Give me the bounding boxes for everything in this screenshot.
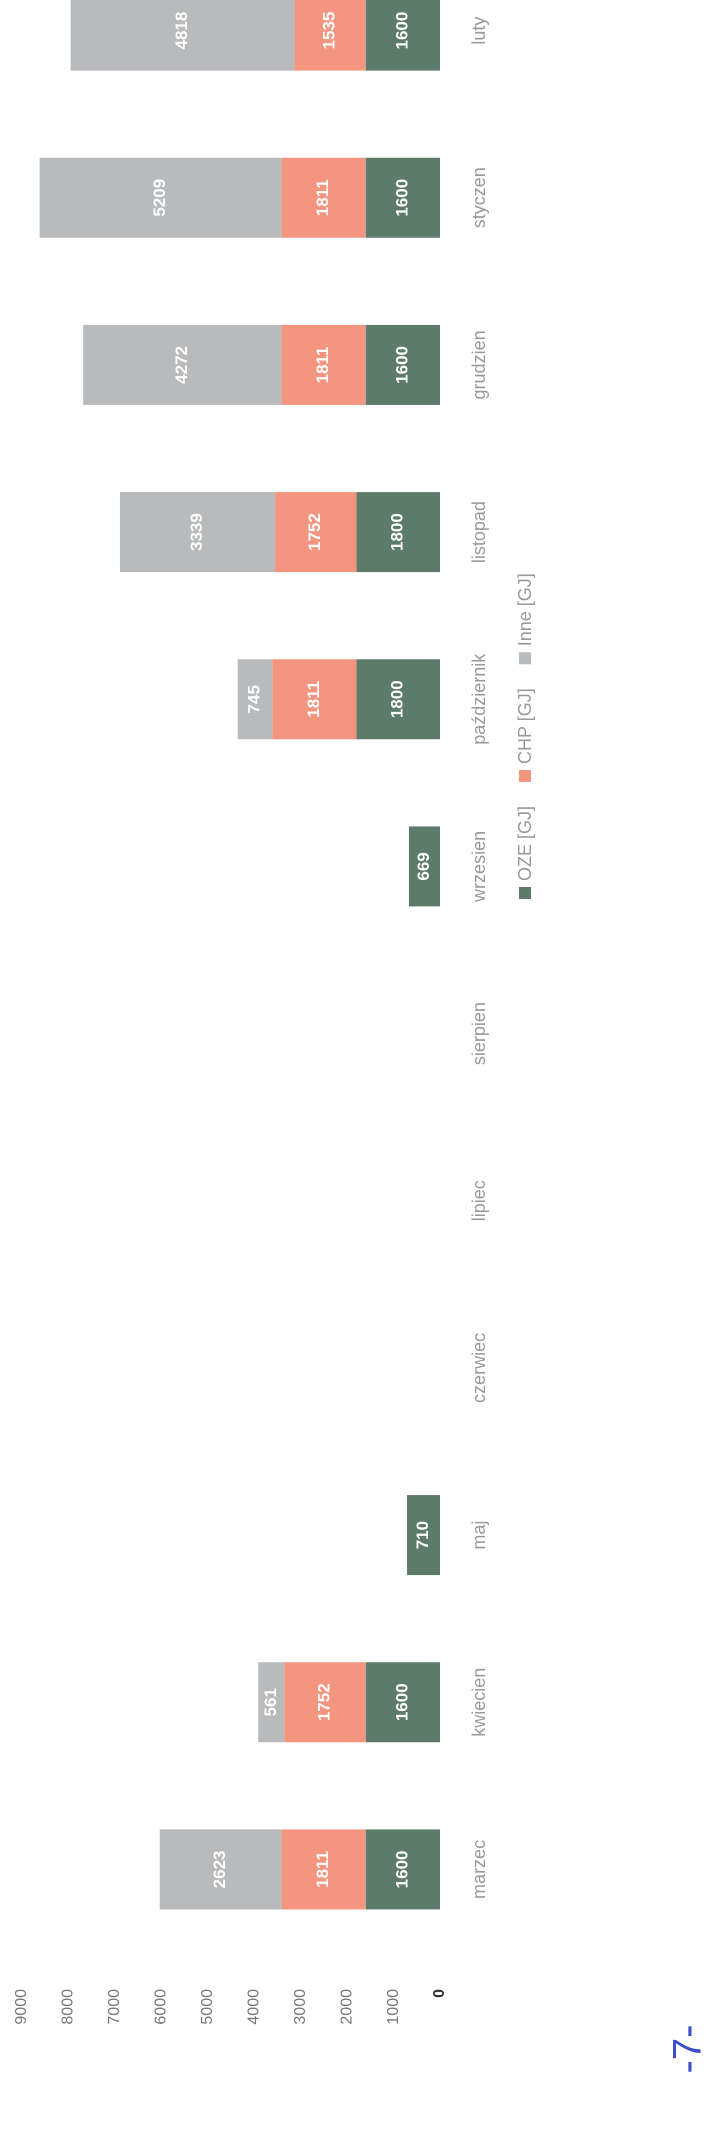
legend-label: Inne [GJ] <box>515 573 535 646</box>
value-label: 1600 <box>392 179 411 217</box>
bar-segment <box>119 492 276 573</box>
x-tick-label: sierpien <box>469 1002 489 1065</box>
bar-segment <box>159 1829 282 1910</box>
bar-segment <box>70 0 295 71</box>
bar-segment <box>281 157 366 238</box>
value-label: 1811 <box>304 681 323 718</box>
y-tick-label: 2000 <box>338 1989 355 2025</box>
bar-segment <box>365 157 441 238</box>
value-label: 3339 <box>187 513 206 551</box>
legend-swatch <box>519 769 531 782</box>
value-label: 1811 <box>313 1851 332 1888</box>
bar-segment <box>258 1662 285 1743</box>
bar-segment <box>83 324 282 405</box>
y-tick-label: 6000 <box>153 1989 170 2025</box>
bar-segment <box>407 1495 440 1576</box>
value-label: 561 <box>261 1688 280 1716</box>
value-label: 4818 <box>172 12 191 50</box>
value-label: 2623 <box>210 1851 229 1889</box>
bar-segment <box>281 324 366 405</box>
x-tick-label: luty <box>469 17 489 45</box>
bar-segment <box>356 659 440 740</box>
legend-swatch <box>519 652 531 665</box>
x-tick-label: czerwiec <box>469 1333 489 1403</box>
value-label: 710 <box>413 1521 432 1549</box>
value-label: 1752 <box>305 513 324 551</box>
value-label: 1752 <box>314 1683 333 1721</box>
y-tick-label: 3000 <box>292 1989 309 2025</box>
bar-segment <box>275 492 357 573</box>
bar-segment <box>237 659 273 740</box>
x-tick-label: październik <box>469 653 489 745</box>
value-label: 1600 <box>392 1851 411 1889</box>
y-tick-label: 7000 <box>106 1989 123 2025</box>
x-tick-label: marzec <box>469 1840 489 1899</box>
y-tick-label: 4000 <box>245 1989 262 2025</box>
bar-segment <box>272 659 357 740</box>
x-tick-label: lipiec <box>469 1180 489 1221</box>
y-tick-label: 0 <box>431 1989 448 1998</box>
value-label: 5209 <box>150 179 169 217</box>
value-label: 1811 <box>313 346 332 383</box>
x-tick-label: grudzien <box>469 330 489 399</box>
y-tick-label: 8000 <box>60 1989 77 2025</box>
bar-segment <box>294 0 366 71</box>
x-tick-label: wrzesien <box>469 831 489 903</box>
x-tick-label: styczen <box>469 167 489 228</box>
bar-segment <box>365 324 441 405</box>
bar-segment <box>408 826 441 907</box>
bar-segment <box>356 492 440 573</box>
page-number: -7- <box>666 2025 710 2074</box>
legend-label: OZE [GJ] <box>515 806 535 881</box>
value-label: 1811 <box>313 179 332 216</box>
x-tick-label: maj <box>469 1521 489 1550</box>
value-label: 1600 <box>392 1683 411 1721</box>
bar-segment <box>365 1662 441 1743</box>
y-tick-label: 9000 <box>13 1989 30 2025</box>
bar-segment <box>365 1829 441 1910</box>
bar-segment <box>365 0 441 71</box>
value-label: 1800 <box>388 513 407 551</box>
y-tick-label: 1000 <box>385 1989 402 2025</box>
bar-segment <box>39 157 282 238</box>
value-label: 1600 <box>392 12 411 50</box>
x-tick-label: kwiecien <box>469 1668 489 1737</box>
bar-segment <box>284 1662 366 1743</box>
value-label: 745 <box>244 685 263 713</box>
value-label: 1535 <box>320 12 339 50</box>
value-label: 4272 <box>172 346 191 384</box>
bar-segment <box>281 1829 366 1910</box>
x-tick-label: listopad <box>469 501 489 563</box>
y-tick-label: 5000 <box>199 1989 216 2025</box>
value-label: 669 <box>414 852 433 880</box>
value-label: 1600 <box>392 346 411 384</box>
value-label: 1800 <box>388 680 407 718</box>
legend-swatch <box>519 887 531 899</box>
legend-label: CHP [GJ] <box>515 688 535 764</box>
